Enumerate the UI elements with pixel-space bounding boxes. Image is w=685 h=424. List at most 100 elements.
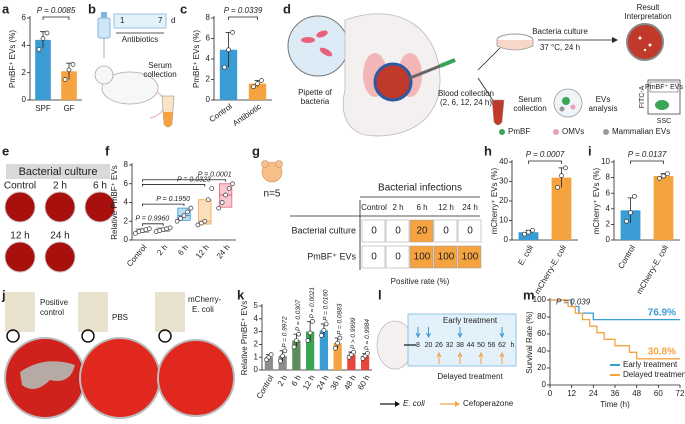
culture-label: 37 °C, 24 h	[540, 43, 580, 52]
y-tick-label: 4	[606, 204, 611, 213]
point	[559, 173, 564, 178]
point	[530, 227, 535, 233]
flow-y-axis: FITC-A	[639, 85, 646, 108]
point	[335, 340, 340, 346]
column-header: 24 h	[462, 203, 478, 212]
delayed-dose	[457, 351, 463, 364]
panel-label: g	[252, 143, 260, 158]
y-tick-label: 80	[537, 312, 546, 321]
x-tick-label: 2 h	[276, 374, 289, 388]
y-axis-label: Survival Rate (%)	[525, 311, 534, 374]
panel-label: k	[237, 287, 245, 302]
bracket	[142, 203, 185, 207]
marker	[158, 329, 172, 343]
plate	[157, 339, 235, 417]
early-dose	[499, 327, 505, 339]
point	[280, 353, 285, 359]
x-tick-label: 0	[548, 389, 553, 398]
p-value: P = 0.039	[556, 298, 591, 307]
bacterium	[301, 37, 315, 43]
y-tick-label: 0	[124, 235, 129, 244]
arrow	[477, 47, 501, 71]
y-tick-label: 2	[606, 220, 611, 229]
x-tick-label: Control	[255, 373, 276, 400]
p-value: P = 0.0160	[323, 289, 330, 321]
result-plate	[626, 23, 664, 61]
delayed-dose	[499, 351, 505, 364]
y-axis-label: Relative PmBF⁺ EVs	[240, 301, 249, 375]
plate-label: 2 h	[53, 181, 67, 192]
end-label: 30.8%	[648, 346, 676, 357]
collection-label: Serum	[148, 61, 172, 70]
delayed-dose	[478, 351, 484, 364]
point	[526, 229, 531, 235]
box	[198, 199, 212, 225]
time-label: 56	[488, 342, 496, 349]
plate	[79, 337, 161, 419]
y-tick-label: 2	[206, 75, 211, 84]
point	[337, 335, 343, 341]
y-tick-label: 0	[206, 95, 211, 104]
cell	[385, 245, 410, 269]
plate-label: Positive	[40, 298, 69, 307]
bar	[35, 39, 51, 100]
plate	[4, 191, 36, 223]
p-value: P = 0.0307	[295, 299, 302, 331]
table-footer: Positive rate (%)	[391, 277, 450, 286]
panel-j: Positive control PBS mCherry- E. coli	[4, 292, 235, 419]
bar	[306, 331, 315, 370]
point	[188, 205, 194, 211]
flow-x-axis: SSC	[657, 118, 671, 125]
delayed-dose	[436, 351, 442, 364]
panel-label: b	[88, 1, 96, 16]
time-label: h	[511, 342, 515, 349]
x-tick-label: 2 h	[155, 243, 169, 257]
cell-value: 0	[443, 226, 449, 237]
evs-label: EVs	[596, 95, 611, 104]
bottle-cap	[101, 12, 107, 18]
point	[310, 319, 315, 324]
point	[202, 218, 208, 224]
legend-dot	[499, 129, 505, 135]
p-value: P = 0.9984	[364, 319, 371, 351]
x-tick-label: 12	[567, 389, 576, 398]
panel-label: f	[105, 143, 110, 158]
point	[307, 330, 313, 336]
delayed-label: Delayed treatment	[437, 372, 503, 381]
point	[230, 181, 235, 187]
p-value: P = 0.1950	[156, 196, 190, 203]
time-label: 20	[425, 342, 433, 349]
plate-label: Control	[4, 181, 36, 192]
arrow-head	[612, 37, 618, 43]
y-axis-label: Relative PmBF⁺ EVs	[110, 165, 119, 239]
row-label: PmBF⁺ EVs	[307, 251, 356, 261]
blood-label: (2, 6, 12, 24 h)	[440, 98, 492, 107]
point	[226, 47, 231, 53]
y-tick-label: 8	[124, 160, 129, 169]
panel-label: i	[588, 143, 592, 158]
point	[321, 327, 327, 333]
serum-label: collection	[513, 104, 546, 113]
panel-label: l	[378, 287, 382, 302]
point	[251, 84, 256, 90]
culture-label: Bacteria culture	[532, 27, 588, 36]
panel-label: a	[2, 1, 10, 16]
mouse-body	[101, 71, 159, 105]
point	[332, 345, 338, 351]
bar	[620, 210, 641, 240]
bar	[278, 355, 287, 370]
point	[319, 333, 324, 338]
gate-label: PmBF⁺ EVs	[645, 84, 683, 91]
p-value: P = 0.0001	[198, 172, 232, 179]
point	[174, 218, 180, 224]
y-tick-label: 6	[124, 179, 129, 188]
x-tick-label: 48 h	[342, 374, 358, 392]
p-value: P = 0.0137	[628, 150, 667, 159]
gate	[649, 81, 679, 93]
bracket	[630, 160, 664, 164]
legend-label: OMVs	[562, 127, 584, 136]
time-label: 26	[435, 342, 443, 349]
bacterium	[319, 47, 333, 57]
point	[185, 209, 190, 215]
point	[305, 338, 311, 343]
